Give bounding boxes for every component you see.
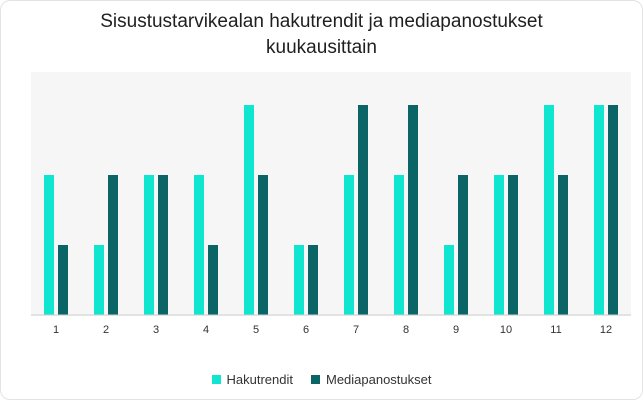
bar-hakutrendit-7[interactable]: [344, 175, 354, 315]
legend-label-mediapanostukset: Mediapanostukset: [325, 372, 432, 387]
bar-hakutrendit-10[interactable]: [494, 175, 504, 315]
bar-mediapanostukset-7[interactable]: [358, 105, 368, 315]
legend-swatch-hakutrendit: [211, 375, 221, 384]
x-tick-label-5: 5: [253, 324, 259, 336]
x-tick-label-3: 3: [153, 324, 159, 336]
bar-hakutrendit-1[interactable]: [44, 175, 54, 315]
bar-hakutrendit-8[interactable]: [394, 175, 404, 315]
bar-mediapanostukset-12[interactable]: [608, 105, 618, 315]
x-tick-label-8: 8: [403, 324, 409, 336]
legend-label-hakutrendit: Hakutrendit: [226, 372, 293, 387]
bar-hakutrendit-2[interactable]: [94, 245, 104, 315]
bar-mediapanostukset-9[interactable]: [458, 175, 468, 315]
bar-hakutrendit-12[interactable]: [594, 105, 604, 315]
bar-hakutrendit-9[interactable]: [444, 245, 454, 315]
bar-mediapanostukset-5[interactable]: [258, 175, 268, 315]
chart-legend: Hakutrendit Mediapanostukset: [0, 372, 643, 387]
x-tick-label-4: 4: [203, 324, 209, 336]
bar-mediapanostukset-3[interactable]: [158, 175, 168, 315]
x-tick-label-9: 9: [453, 324, 459, 336]
plot-background: [31, 72, 631, 316]
bar-mediapanostukset-2[interactable]: [108, 175, 118, 315]
bar-mediapanostukset-6[interactable]: [308, 245, 318, 315]
x-tick-label-11: 11: [550, 324, 561, 336]
bar-hakutrendit-6[interactable]: [294, 245, 304, 315]
bar-hakutrendit-11[interactable]: [544, 105, 554, 315]
x-tick-label-7: 7: [353, 324, 359, 336]
x-tick-label-2: 2: [103, 324, 109, 336]
bar-hakutrendit-3[interactable]: [144, 175, 154, 315]
x-tick-label-12: 12: [600, 324, 612, 336]
bar-mediapanostukset-10[interactable]: [508, 175, 518, 315]
legend-swatch-mediapanostukset: [310, 375, 320, 384]
bar-mediapanostukset-4[interactable]: [208, 245, 218, 315]
bar-hakutrendit-4[interactable]: [194, 175, 204, 315]
bar-mediapanostukset-8[interactable]: [408, 105, 418, 315]
chart-title: Sisustustarvikealan hakutrendit ja media…: [100, 11, 543, 58]
x-tick-label-10: 10: [500, 324, 512, 336]
bar-mediapanostukset-1[interactable]: [58, 245, 68, 315]
bar-mediapanostukset-11[interactable]: [558, 175, 568, 315]
bar-hakutrendit-5[interactable]: [244, 105, 254, 315]
legend-item-mediapanostukset[interactable]: Mediapanostukset: [310, 372, 432, 387]
x-tick-label-1: 1: [53, 324, 59, 336]
x-tick-label-6: 6: [303, 324, 309, 336]
legend-item-hakutrendit[interactable]: Hakutrendit: [211, 372, 293, 387]
